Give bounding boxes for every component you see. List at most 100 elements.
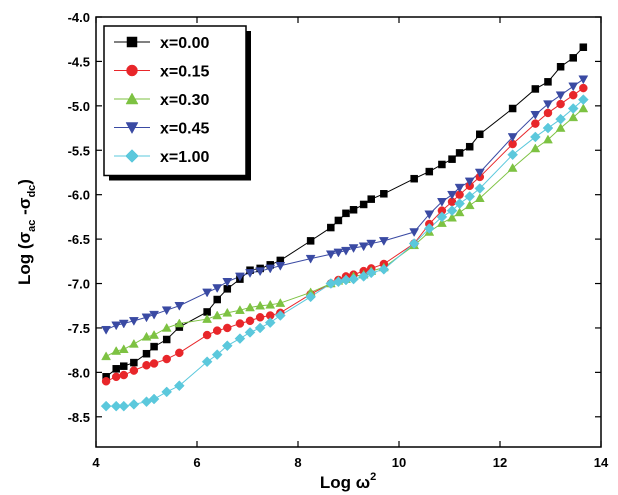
marker: [149, 359, 159, 368]
marker: [222, 278, 233, 287]
marker: [474, 168, 485, 178]
marker: [245, 302, 255, 312]
marker: [341, 246, 351, 256]
marker: [579, 83, 588, 93]
marker: [202, 330, 212, 340]
marker: [425, 167, 434, 176]
marker: [530, 110, 541, 120]
marker: [380, 190, 388, 198]
marker: [212, 284, 223, 293]
marker: [568, 90, 578, 100]
marker: [212, 326, 222, 335]
marker: [556, 99, 565, 109]
marker: [454, 198, 465, 209]
marker: [543, 134, 553, 144]
marker: [162, 354, 171, 364]
marker: [544, 78, 552, 86]
marker: [255, 313, 265, 322]
legend-label: x=0.15: [160, 64, 209, 81]
marker: [202, 314, 213, 323]
marker: [408, 238, 420, 249]
marker: [274, 310, 286, 321]
marker: [542, 122, 554, 134]
marker: [118, 319, 129, 329]
marker: [222, 307, 233, 317]
marker: [507, 149, 518, 161]
marker: [101, 377, 111, 386]
marker: [100, 400, 112, 412]
marker: [234, 333, 246, 344]
marker: [126, 64, 138, 77]
x-tick-label: 14: [594, 455, 609, 470]
marker: [577, 94, 589, 105]
marker: [150, 342, 158, 351]
marker: [507, 163, 518, 172]
marker: [423, 223, 435, 234]
marker: [529, 131, 541, 143]
marker: [161, 386, 173, 398]
marker: [221, 340, 233, 352]
y-tick-label: -5.0: [68, 99, 90, 114]
marker: [212, 310, 223, 320]
y-axis-label: Log (σac -σdc): [15, 179, 38, 285]
marker: [149, 310, 160, 320]
marker: [174, 301, 185, 311]
marker: [119, 370, 129, 380]
marker: [378, 237, 389, 246]
marker: [333, 248, 344, 258]
marker: [555, 91, 566, 101]
marker: [349, 206, 358, 214]
marker: [446, 205, 458, 217]
y-tick-label: -6.5: [68, 232, 90, 247]
marker: [234, 305, 245, 314]
marker: [436, 198, 447, 207]
y-tick-label: -7.0: [68, 277, 90, 292]
marker: [141, 331, 152, 341]
marker: [342, 209, 350, 218]
marker: [569, 54, 577, 62]
marker: [464, 177, 475, 187]
marker: [142, 361, 151, 370]
marker: [125, 122, 139, 135]
marker: [173, 380, 185, 392]
marker: [161, 322, 172, 332]
marker: [254, 322, 266, 334]
marker: [161, 306, 172, 316]
marker: [111, 321, 122, 331]
marker: [213, 295, 221, 304]
x-tick-label: 6: [193, 455, 200, 470]
marker: [234, 272, 245, 282]
marker: [578, 75, 589, 85]
marker: [174, 318, 185, 328]
legend-label: x=0.30: [160, 92, 209, 109]
marker: [202, 288, 213, 298]
y-tick-label: -7.5: [68, 321, 90, 336]
marker: [531, 119, 540, 128]
marker: [556, 63, 565, 71]
marker: [223, 323, 232, 333]
marker: [365, 267, 377, 279]
marker: [201, 356, 213, 368]
marker: [348, 273, 359, 285]
marker: [448, 155, 456, 163]
marker: [447, 190, 457, 200]
y-label-sub: dc: [26, 185, 38, 198]
marker: [464, 200, 475, 210]
marker: [148, 393, 160, 405]
marker: [378, 263, 390, 275]
y-tick-label: -6.0: [68, 188, 90, 203]
x-tick-label: 8: [294, 455, 301, 470]
marker: [142, 349, 151, 358]
marker: [275, 262, 286, 271]
marker: [306, 237, 315, 245]
marker: [454, 207, 465, 217]
y-label-part: Log (σ: [15, 231, 34, 285]
plot-frame: [95, 16, 602, 448]
legend-label: x=1.00: [160, 149, 209, 166]
marker: [101, 325, 112, 335]
legend-label: x=0.00: [160, 35, 209, 52]
marker: [128, 317, 139, 326]
y-tick-label: -8.5: [68, 410, 90, 425]
marker: [129, 366, 139, 375]
